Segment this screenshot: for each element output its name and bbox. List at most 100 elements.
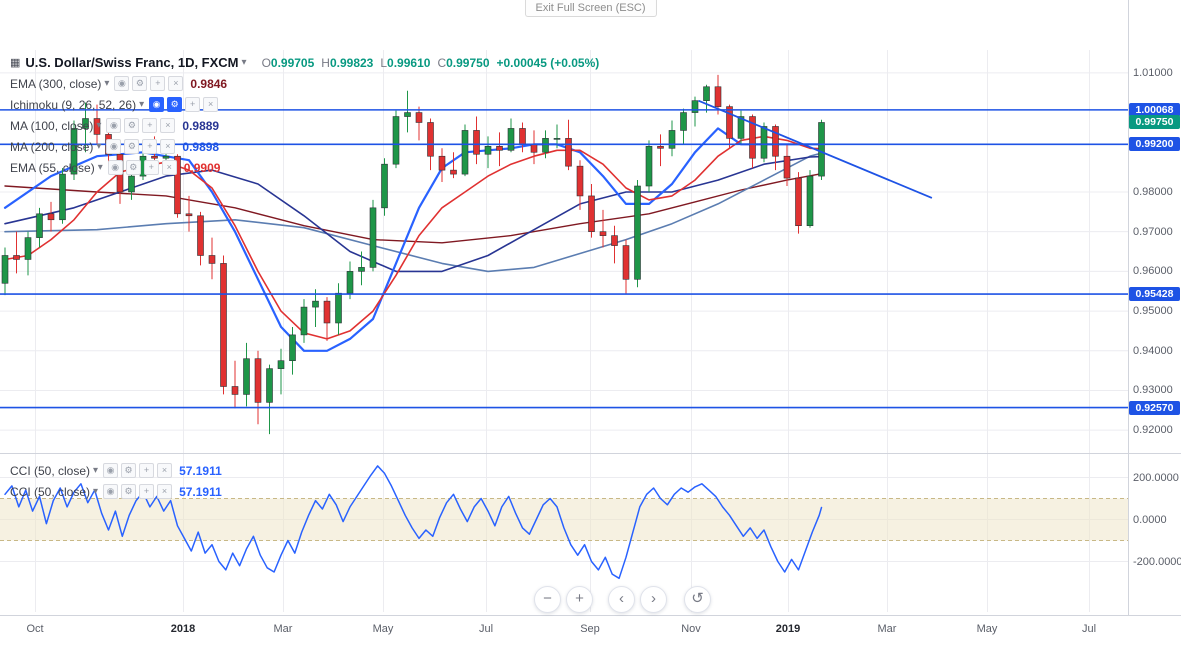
time-label: Jul [1081,623,1097,635]
level-price-badge: 0.92570 [1129,400,1180,415]
time-label: May [372,623,394,635]
caret-down-icon[interactable]: ▾ [96,141,102,152]
caret-down-icon[interactable]: ▾ [96,120,102,131]
plus-icon[interactable]: + [142,139,158,154]
gear-icon[interactable]: ⚙ [124,118,140,133]
caret-down-icon[interactable]: ▾ [104,78,110,89]
caret-down-icon[interactable]: ▾ [93,465,99,476]
scroll-right-button[interactable]: › [640,586,667,613]
eye-icon[interactable]: ◉ [114,76,130,91]
caret-down-icon[interactable]: ▾ [139,99,145,110]
eye-icon[interactable]: ◉ [106,118,122,133]
plus-icon[interactable]: + [139,484,155,499]
exit-fullscreen-tooltip: Exit Full Screen (ESC) [524,0,657,17]
time-label: Sep [580,623,600,635]
cci-study-1-label[interactable]: CCI (50, close) [10,484,91,499]
level-price-badge: 0.99200 [1129,137,1180,152]
eye-icon[interactable]: ◉ [149,97,165,112]
plus-icon[interactable]: + [142,118,158,133]
cci-tick: 0.0000 [1133,513,1167,526]
study-3-row: MA (200, close) ▾ ◉ ⚙ + × 0.9898 [10,136,599,157]
time-label: Mar [273,623,293,635]
close-icon[interactable]: × [203,97,219,112]
plus-icon[interactable]: + [185,97,201,112]
plus-icon[interactable]: + [150,76,166,91]
price-tick: 0.98000 [1133,185,1173,198]
time-label: Nov [681,623,701,635]
scroll-left-button[interactable]: ‹ [608,586,635,613]
price-tick: 0.96000 [1133,265,1173,278]
close-icon[interactable]: × [161,160,177,175]
cci-study-1-value: 57.1911 [179,484,222,499]
gear-icon[interactable]: ⚙ [121,463,137,478]
study-0-label[interactable]: EMA (300, close) [10,76,102,91]
time-label: 2018 [170,623,196,635]
candlestick-series [1,74,825,435]
time-label: Oct [26,623,44,635]
study-2-label[interactable]: MA (100, close) [10,118,94,133]
study-2-value: 0.9889 [182,118,220,133]
ohlc-key: C [437,55,447,70]
ohlc-value: 0.99823 [329,55,374,70]
price-tick: 0.95000 [1133,305,1173,318]
gear-icon[interactable]: ⚙ [121,484,137,499]
study-1-row: Ichimoku (9, 26, 52, 26) ▾ ◉ ⚙ + × [10,94,599,115]
main-legend: ▦ U.S. Dollar/Swiss Franc, 1D, FXCM ▾ O0.99… [10,52,599,178]
cci-study-1-row: CCI (50, close) ▾ ◉ ⚙ + × 57.1911 [10,481,222,502]
zoom-in-button[interactable]: + [566,586,593,613]
ohlc-key: O [261,55,271,70]
zoom-out-button[interactable]: − [534,586,561,613]
study-4-row: EMA (55, close) ▾ ◉ ⚙ + × 0.9909 [10,157,599,178]
price-tick: 0.93000 [1133,384,1173,397]
close-icon[interactable]: × [157,484,173,499]
level-price-badge: 0.95428 [1129,287,1180,302]
cci-legend: CCI (50, close) ▾ ◉ ⚙ + × 57.1911 CCI (50, clos… [10,460,222,502]
caret-down-icon[interactable]: ▾ [97,162,103,173]
price-axis[interactable]: 1.01000 0.98000 0.97000 0.96000 0.95000 0.940… [1128,0,1181,616]
cci-study-0-value: 57.1911 [179,463,222,478]
study-0-value: 0.9846 [190,76,228,91]
ohlc-key: L [380,55,388,70]
study-2-row: MA (100, close) ▾ ◉ ⚙ + × 0.9889 [10,115,599,136]
ohlc-key: H [321,55,330,70]
reset-chart-button[interactable]: ↺ [684,586,711,613]
gear-icon[interactable]: ⚙ [124,139,140,154]
cci-study-0-row: CCI (50, close) ▾ ◉ ⚙ + × 57.1911 [10,460,222,481]
time-label: 2019 [775,623,801,635]
gear-icon[interactable]: ⚙ [125,160,141,175]
time-label: May [976,623,998,635]
close-icon[interactable]: × [168,76,184,91]
eye-icon[interactable]: ◉ [106,139,122,154]
change-value: +0.00045 (+0.05%) [496,55,600,70]
plus-icon[interactable]: + [139,463,155,478]
study-4-label[interactable]: EMA (55, close) [10,160,95,175]
close-icon[interactable]: × [160,139,176,154]
cci-tick: -200.0000 [1133,555,1181,568]
ohlc-values: O0.99705 H0.99823 L0.99610 C0.99750 +0.00045… [255,56,600,70]
study-0-row: EMA (300, close) ▾ ◉ ⚙ + × 0.9846 [10,73,599,94]
study-4-value: 0.9909 [183,160,221,175]
symbol-title[interactable]: U.S. Dollar/Swiss Franc, 1D, FXCM [25,55,239,70]
gear-icon[interactable]: ⚙ [167,97,183,112]
eye-icon[interactable]: ◉ [103,463,119,478]
ohlc-value: 0.99610 [387,55,431,70]
ohlc-value: 0.99705 [270,55,315,70]
study-3-value: 0.9898 [182,139,220,154]
study-3-label[interactable]: MA (200, close) [10,139,94,154]
grid-icon: ▦ [10,57,21,69]
time-label: Mar [877,623,897,635]
price-tick: 1.01000 [1133,66,1173,79]
time-axis[interactable]: Oct 2018 Mar May Jul Sep Nov 2019 Mar May Jul [0,616,1181,646]
eye-icon[interactable]: ◉ [103,484,119,499]
close-icon[interactable]: × [160,118,176,133]
caret-down-icon[interactable]: ▾ [241,57,247,68]
plus-icon[interactable]: + [143,160,159,175]
caret-down-icon[interactable]: ▾ [93,486,99,497]
close-icon[interactable]: × [157,463,173,478]
eye-icon[interactable]: ◉ [107,160,123,175]
study-1-label[interactable]: Ichimoku (9, 26, 52, 26) [10,97,137,112]
time-label: Jul [478,623,494,635]
cci-study-0-label[interactable]: CCI (50, close) [10,463,91,478]
gear-icon[interactable]: ⚙ [132,76,148,91]
